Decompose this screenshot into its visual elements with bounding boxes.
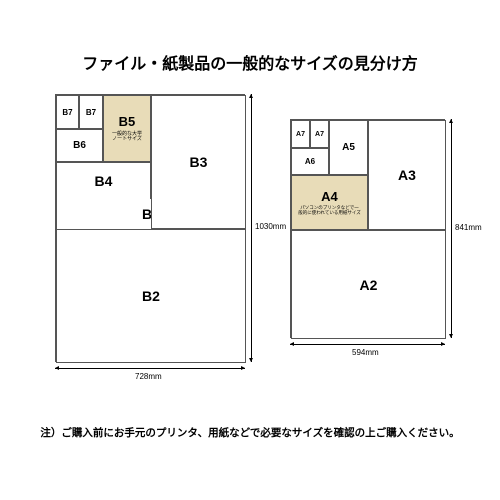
label-b2: B2 [142, 288, 160, 304]
a4-inner: A4 パソコンのプリンタなどで一般的に使われている用紙サイズ [298, 189, 361, 216]
b-series-wrap: B2 B1 B3 B4 B5 一般的な大学ノートサイズ B6 B7 B7 103… [55, 94, 245, 362]
label-a7a: A7 [296, 131, 305, 138]
cell-a6: A6 [291, 148, 329, 175]
a-width-label: 594mm [352, 348, 379, 357]
cell-b5: B5 一般的な大学ノートサイズ [103, 95, 151, 162]
label-a2: A2 [360, 277, 378, 293]
b-width-arrow [55, 368, 245, 369]
cell-b3: B3 [151, 95, 246, 229]
cell-b6: B6 [56, 129, 103, 162]
label-b7b: B7 [86, 108, 96, 117]
label-b6: B6 [73, 140, 86, 151]
a-height-label: 841mm [455, 223, 482, 232]
cell-b4: B4 [56, 162, 151, 199]
a-width-arrow [290, 344, 445, 345]
a-diagram: A2 A1 A3 A4 パソコンのプリンタなどで一般的に使われている用紙サイズ … [290, 119, 445, 338]
a-series-wrap: A2 A1 A3 A4 パソコンのプリンタなどで一般的に使われている用紙サイズ … [290, 119, 445, 362]
b-height-label: 1030mm [255, 222, 286, 231]
cell-a2: A2 [291, 230, 446, 339]
label-b4: B4 [95, 173, 113, 189]
b-height-arrow [251, 94, 252, 362]
diagrams-container: B2 B1 B3 B4 B5 一般的な大学ノートサイズ B6 B7 B7 103… [0, 94, 500, 362]
cell-a4: A4 パソコンのプリンタなどで一般的に使われている用紙サイズ [291, 175, 368, 230]
label-a4: A4 [321, 189, 338, 204]
label-a3: A3 [398, 167, 416, 183]
page-title: ファイル・紙製品の一般的なサイズの見分け方 [0, 0, 500, 94]
b5-inner: B5 一般的な大学ノートサイズ [112, 114, 142, 142]
label-a7b: A7 [315, 131, 324, 138]
b-diagram: B2 B1 B3 B4 B5 一般的な大学ノートサイズ B6 B7 B7 [55, 94, 245, 362]
footer-note: 注）ご購入前にお手元のプリンタ、用紙などで必要なサイズを確認の上ご購入ください。 [0, 425, 500, 440]
label-b3: B3 [190, 154, 208, 170]
label-a5: A5 [342, 142, 355, 153]
label-b5: B5 [119, 114, 136, 129]
cell-b2: B2 [56, 229, 246, 363]
cell-a7a: A7 [291, 120, 310, 148]
sub-b5: 一般的な大学ノートサイズ [112, 132, 142, 143]
label-b7a: B7 [62, 108, 72, 117]
label-a6: A6 [305, 157, 315, 166]
cell-a7b: A7 [310, 120, 329, 148]
cell-b7a: B7 [56, 95, 79, 129]
cell-b7b: B7 [79, 95, 103, 129]
cell-a3: A3 [368, 120, 446, 230]
cell-a5: A5 [329, 120, 368, 175]
sub-a4: パソコンのプリンタなどで一般的に使われている用紙サイズ [298, 206, 361, 216]
b-width-label: 728mm [135, 372, 162, 381]
a-height-arrow [451, 119, 452, 338]
